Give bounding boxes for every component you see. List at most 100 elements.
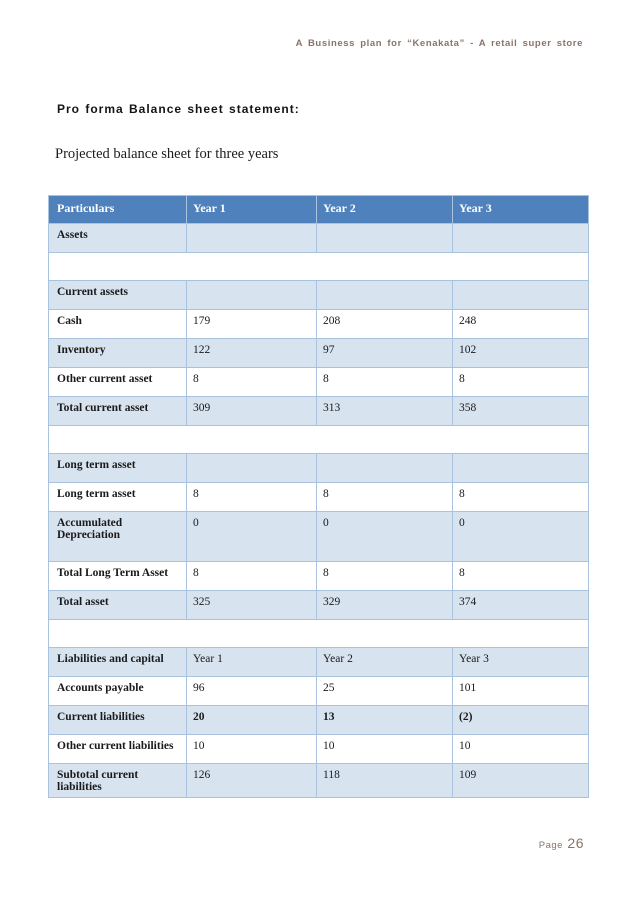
column-header: Year 2 [316,195,453,224]
row-value: 109 [452,763,589,798]
table-row: Other current liabilities 10 10 10 [48,734,589,764]
document-header: A Business plan for “Kenakata” - A retai… [295,38,583,49]
table-row: Inventory 122 97 102 [48,338,589,368]
row-label: Inventory [48,338,187,368]
row-value: 101 [452,676,589,706]
row-value [186,453,317,483]
table-row: Total Long Term Asset 8 8 8 [48,561,589,591]
table-row: Total current asset 309 313 358 [48,396,589,426]
row-value: 8 [186,367,317,397]
row-label: Current assets [48,280,187,310]
column-header: Year 1 [186,195,317,224]
row-value: 248 [452,309,589,339]
row-value [316,280,453,310]
column-header: Particulars [48,195,187,224]
spacer-cell [48,425,589,454]
table-row: Current assets [48,280,589,310]
row-label: Long term asset [48,482,187,512]
row-label: Accounts payable [48,676,187,706]
row-value: 8 [452,367,589,397]
row-value: 102 [452,338,589,368]
page-subtitle: Projected balance sheet for three years [55,146,279,162]
row-value: 8 [316,367,453,397]
page-number: 26 [567,835,584,851]
row-value: Year 2 [316,647,453,677]
row-label: Other current liabilities [48,734,187,764]
row-label: Long term asset [48,453,187,483]
page-title: Pro forma Balance sheet statement: [57,102,300,116]
row-value: Year 3 [452,647,589,677]
table-row: Accumulated Depreciation 0 0 0 [48,511,589,562]
row-label: Total asset [48,590,187,620]
table-row: Long term asset [48,453,589,483]
row-value: 374 [452,590,589,620]
table-row [48,619,589,648]
row-label: Cash [48,309,187,339]
row-value: 118 [316,763,453,798]
row-value: 325 [186,590,317,620]
row-value: Year 1 [186,647,317,677]
table-row: Cash 179 208 248 [48,309,589,339]
row-label: Other current asset [48,367,187,397]
row-value [452,280,589,310]
row-value: 13 [316,705,453,735]
row-value [186,223,317,253]
page-footer-label: Page [538,840,563,851]
balance-table: Particulars Year 1 Year 2 Year 3 Assets Curr… [48,195,589,798]
spacer-cell [48,619,589,648]
row-value: 96 [186,676,317,706]
row-value: 0 [316,511,453,562]
row-value: 8 [316,561,453,591]
row-value: 8 [186,561,317,591]
row-label: Current liabilities [48,705,187,735]
table-row: Liabilities and capital Year 1 Year 2 Year … [48,647,589,677]
row-value: 208 [316,309,453,339]
row-value: 25 [316,676,453,706]
table-row [48,252,589,281]
row-label: Liabilities and capital [48,647,187,677]
table-row: Long term asset 8 8 8 [48,482,589,512]
table-row [48,425,589,454]
row-value: 179 [186,309,317,339]
table-row: Other current asset 8 8 8 [48,367,589,397]
row-label: Total Long Term Asset [48,561,187,591]
row-value: 122 [186,338,317,368]
row-label: Accumulated Depreciation [48,511,187,562]
balance-table-body: Assets Current assets Cash 179 208 248 Invento… [48,223,589,798]
table-row: Total asset 325 329 374 [48,590,589,620]
table-row: Current liabilities 20 13 (2) [48,705,589,735]
row-value: 0 [452,511,589,562]
row-value: 329 [316,590,453,620]
row-value [452,453,589,483]
row-value [316,453,453,483]
row-value: 0 [186,511,317,562]
row-value: 10 [452,734,589,764]
row-value: 126 [186,763,317,798]
row-value [452,223,589,253]
row-value: 8 [452,482,589,512]
page-footer: Page 26 [539,835,584,853]
row-value: 8 [316,482,453,512]
row-value [186,280,317,310]
row-value: 10 [316,734,453,764]
row-value: 8 [452,561,589,591]
row-value: 97 [316,338,453,368]
row-value: (2) [452,705,589,735]
row-value: 358 [452,396,589,426]
row-value: 10 [186,734,317,764]
column-header: Year 3 [452,195,589,224]
row-label: Subtotal current liabilities [48,763,187,798]
spacer-cell [48,252,589,281]
row-label: Total current asset [48,396,187,426]
table-header-row: Particulars Year 1 Year 2 Year 3 [48,195,589,224]
row-value: 313 [316,396,453,426]
row-label: Assets [48,223,187,253]
row-value: 309 [186,396,317,426]
table-row: Subtotal current liabilities 126 118 109 [48,763,589,798]
row-value: 8 [186,482,317,512]
balance-table-head: Particulars Year 1 Year 2 Year 3 [48,195,589,224]
table-row: Accounts payable 96 25 101 [48,676,589,706]
row-value [316,223,453,253]
row-value: 20 [186,705,317,735]
